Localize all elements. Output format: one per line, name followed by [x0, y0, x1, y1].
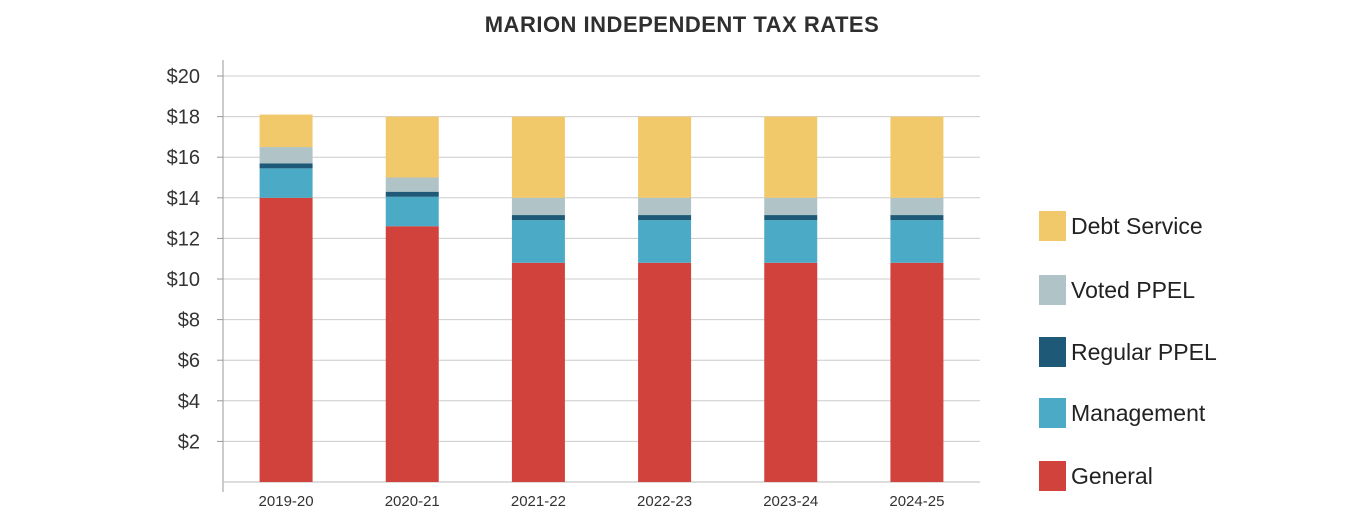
bar-segment-voted-ppel [259, 147, 313, 164]
y-tick-label: $18 [167, 107, 200, 129]
legend-label: Voted PPEL [1071, 277, 1195, 303]
y-tick-label: $6 [178, 350, 200, 372]
y-tick-label: $16 [167, 147, 200, 169]
x-category-label: 2020-21 [385, 493, 440, 509]
y-tick-label: $12 [167, 228, 200, 250]
bar-segment-management [638, 220, 692, 263]
legend-label: General [1071, 463, 1153, 489]
y-tick-label: $20 [167, 66, 200, 88]
legend-label: Management [1071, 400, 1206, 426]
bar-segment-regular-ppel [259, 163, 313, 169]
x-category-label: 2022-23 [637, 493, 692, 509]
bar-segment-regular-ppel [764, 215, 818, 221]
bar-segment-voted-ppel [511, 197, 565, 216]
bar-segment-general [764, 262, 818, 482]
y-tick-label: $4 [178, 391, 200, 413]
bar-segment-management [764, 220, 818, 263]
bar-segment-voted-ppel [638, 197, 692, 216]
bar-segment-voted-ppel [385, 177, 439, 192]
legend-swatch [1039, 275, 1066, 305]
bar-segment-debt-service [890, 116, 944, 198]
bar-segment-management [385, 196, 439, 227]
bar-segment-regular-ppel [638, 215, 692, 221]
x-category-label: 2023-24 [763, 493, 818, 509]
bar-segment-general [511, 262, 565, 482]
bar-segment-general [638, 262, 692, 482]
legend-swatch [1039, 398, 1066, 428]
bar-segment-management [259, 168, 313, 198]
legend-swatch [1039, 337, 1066, 367]
bar-segment-management [890, 220, 944, 263]
x-category-label: 2019-20 [259, 493, 314, 509]
bar-segment-general [259, 197, 313, 483]
bar-segment-voted-ppel [890, 197, 944, 216]
x-category-label: 2021-22 [511, 493, 566, 509]
bar-segment-general [385, 226, 439, 482]
x-category-label: 2024-25 [889, 493, 944, 509]
bar-segment-regular-ppel [890, 215, 944, 221]
legend-swatch [1039, 461, 1066, 491]
bar-segment-debt-service [764, 116, 818, 198]
bar-segment-general [890, 262, 944, 482]
legend-label: Debt Service [1071, 213, 1203, 239]
bar-segment-debt-service [638, 116, 692, 198]
bar-segment-regular-ppel [385, 191, 439, 197]
bar-segment-debt-service [259, 114, 313, 148]
bar-segment-management [511, 220, 565, 263]
legend-label: Regular PPEL [1071, 339, 1217, 365]
legend-swatch [1039, 211, 1066, 241]
y-tick-label: $10 [167, 269, 200, 291]
chart-title: MARION INDEPENDENT TAX RATES [484, 12, 880, 37]
bar-segment-voted-ppel [764, 197, 818, 216]
y-tick-label: $8 [178, 310, 200, 332]
bar-segment-debt-service [385, 116, 439, 178]
y-tick-label: $2 [178, 431, 200, 453]
bar-segment-regular-ppel [511, 215, 565, 221]
bar-segment-debt-service [511, 116, 565, 198]
y-tick-label: $14 [167, 188, 200, 210]
